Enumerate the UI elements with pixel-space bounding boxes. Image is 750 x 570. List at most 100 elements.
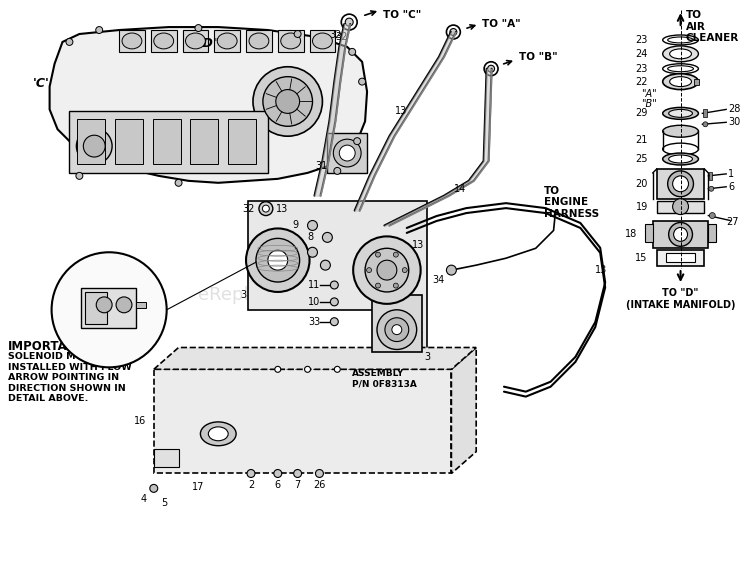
Text: 10: 10 (308, 297, 320, 307)
Circle shape (262, 205, 269, 212)
Text: 17: 17 (192, 482, 205, 492)
Text: 11: 11 (308, 280, 320, 290)
Polygon shape (154, 348, 476, 369)
Polygon shape (50, 27, 367, 183)
Text: 1: 1 (728, 169, 734, 179)
Ellipse shape (663, 64, 698, 74)
Circle shape (330, 317, 338, 325)
Circle shape (320, 260, 330, 270)
Bar (86, 292, 107, 324)
Polygon shape (452, 348, 476, 474)
Ellipse shape (663, 35, 698, 45)
Circle shape (669, 222, 692, 246)
Bar (214, 30, 240, 52)
Circle shape (96, 297, 112, 313)
Circle shape (376, 252, 380, 257)
Bar (190, 119, 218, 164)
Ellipse shape (217, 33, 237, 49)
Ellipse shape (669, 155, 692, 163)
Ellipse shape (200, 422, 236, 446)
Bar (704, 109, 707, 117)
Circle shape (367, 268, 371, 272)
Bar (151, 30, 176, 52)
Circle shape (66, 38, 73, 46)
Text: 27: 27 (726, 218, 739, 227)
Circle shape (330, 281, 338, 289)
Bar (645, 225, 652, 242)
Text: 7: 7 (295, 481, 301, 490)
Text: 6: 6 (728, 182, 734, 192)
Circle shape (276, 89, 299, 113)
Text: 24: 24 (635, 49, 648, 59)
Text: 29: 29 (635, 108, 648, 119)
Circle shape (334, 367, 340, 372)
Circle shape (294, 470, 302, 478)
Text: TO "D"
(INTAKE MANIFOLD): TO "D" (INTAKE MANIFOLD) (626, 288, 735, 310)
Circle shape (308, 221, 317, 230)
Circle shape (450, 28, 457, 35)
Text: 2: 2 (248, 481, 254, 490)
Ellipse shape (663, 107, 698, 119)
Circle shape (349, 48, 355, 55)
Ellipse shape (154, 33, 173, 49)
Text: "B": "B" (641, 99, 657, 109)
Circle shape (263, 76, 313, 127)
Text: TO
AIR
CLEANER: TO AIR CLEANER (686, 10, 739, 43)
Bar (81, 288, 136, 328)
Ellipse shape (122, 33, 142, 49)
Text: 19: 19 (635, 202, 648, 211)
Circle shape (446, 265, 456, 275)
Text: eReplacementParts.com: eReplacementParts.com (198, 286, 417, 304)
Text: 'C': 'C' (33, 77, 50, 90)
Ellipse shape (663, 143, 698, 155)
Circle shape (253, 67, 322, 136)
Circle shape (294, 31, 301, 38)
Ellipse shape (670, 76, 692, 87)
Circle shape (353, 237, 421, 304)
Circle shape (376, 283, 380, 288)
Text: 13: 13 (276, 203, 288, 214)
Bar (328, 133, 367, 173)
Bar (652, 221, 708, 249)
Ellipse shape (83, 135, 105, 157)
Ellipse shape (280, 33, 301, 49)
Circle shape (247, 470, 255, 478)
Circle shape (377, 310, 417, 349)
Circle shape (333, 139, 361, 167)
Text: 3: 3 (240, 290, 246, 300)
Text: 9: 9 (292, 247, 298, 257)
Text: 13: 13 (596, 265, 608, 275)
Text: "A": "A" (641, 88, 656, 99)
Circle shape (256, 238, 299, 282)
Circle shape (446, 25, 460, 39)
Circle shape (392, 325, 402, 335)
Text: 33: 33 (308, 317, 320, 327)
Circle shape (345, 18, 353, 26)
Circle shape (673, 176, 688, 192)
Text: TO "A": TO "A" (482, 19, 520, 29)
Bar (246, 30, 272, 52)
Text: 22: 22 (635, 76, 648, 87)
Bar (694, 79, 700, 84)
Text: 13: 13 (412, 241, 424, 250)
Bar (70, 111, 268, 173)
Text: 32: 32 (335, 32, 347, 42)
Circle shape (354, 138, 361, 145)
Bar (77, 119, 105, 164)
Ellipse shape (669, 109, 692, 117)
Text: 4: 4 (141, 494, 147, 504)
Text: ASSEMBLY
P/N 0F8313A: ASSEMBLY P/N 0F8313A (352, 369, 417, 389)
Circle shape (322, 233, 332, 242)
Text: 13: 13 (394, 107, 406, 116)
Circle shape (377, 260, 397, 280)
Text: 30: 30 (728, 117, 740, 127)
Text: 23: 23 (635, 64, 648, 74)
Bar (666, 253, 695, 262)
Circle shape (365, 249, 409, 292)
Bar (657, 169, 704, 199)
Bar (278, 30, 304, 52)
Text: "D": "D" (196, 38, 220, 50)
Circle shape (334, 168, 340, 174)
Circle shape (274, 470, 282, 478)
Circle shape (703, 122, 708, 127)
